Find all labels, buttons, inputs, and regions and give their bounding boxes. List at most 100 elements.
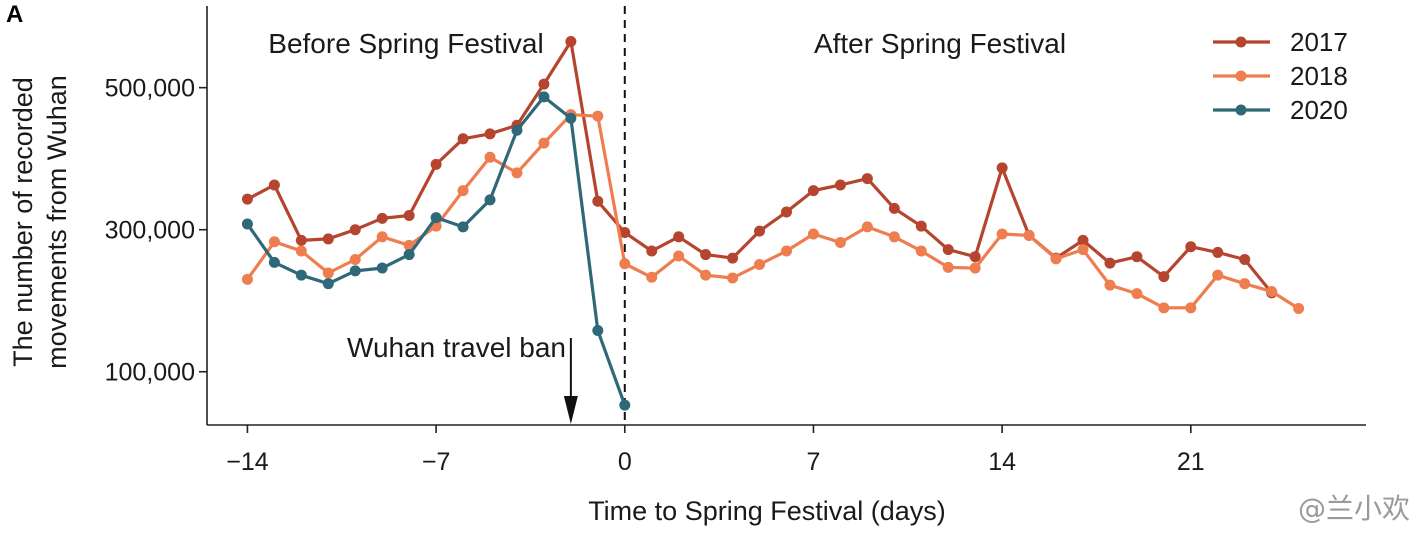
series-2020 xyxy=(241,91,631,411)
x-tick-label: 14 xyxy=(988,448,1016,476)
data-point-2020 xyxy=(322,278,334,290)
legend-label: 2017 xyxy=(1290,27,1348,57)
data-point-2018 xyxy=(807,228,819,240)
data-point-2018 xyxy=(1266,285,1278,297)
data-point-2020 xyxy=(538,91,550,103)
data-point-2020 xyxy=(592,325,604,337)
before-spring-festival-label: Before Spring Festival xyxy=(268,28,543,59)
data-point-2017 xyxy=(1104,257,1116,269)
data-point-2017 xyxy=(781,206,792,218)
data-point-2018 xyxy=(942,261,954,273)
data-point-2017 xyxy=(942,244,954,256)
data-point-2017 xyxy=(295,234,307,246)
data-point-2020 xyxy=(376,262,388,274)
series-2018 xyxy=(241,109,1305,315)
legend-swatch-marker xyxy=(1235,70,1247,82)
data-point-2017 xyxy=(322,233,334,245)
y-axis-title: The number of recorded movements from Wu… xyxy=(8,75,72,369)
data-point-2017 xyxy=(915,220,927,232)
data-point-2017 xyxy=(834,179,846,191)
data-point-2017 xyxy=(727,252,739,264)
data-point-2017 xyxy=(565,36,577,48)
watermark: @兰小欢 xyxy=(1298,492,1410,525)
data-point-2018 xyxy=(1185,302,1197,314)
travel-ban-label: Wuhan travel ban xyxy=(347,332,566,363)
data-point-2018 xyxy=(592,110,604,122)
data-point-2018 xyxy=(295,245,307,257)
data-point-2018 xyxy=(834,236,846,248)
legend-item-2017: 2017 xyxy=(1213,27,1348,57)
data-point-2018 xyxy=(403,239,415,251)
data-point-2017 xyxy=(484,128,496,140)
data-point-2018 xyxy=(1104,279,1116,291)
data-point-2018 xyxy=(619,258,631,270)
y-axis-title-line-1: The number of recorded xyxy=(8,77,38,367)
data-point-2020 xyxy=(268,256,280,268)
y-tick-label: 500,000 xyxy=(105,75,195,103)
data-point-2018 xyxy=(727,272,739,284)
data-point-2017 xyxy=(349,224,361,236)
data-point-2020 xyxy=(457,221,469,233)
data-point-2018 xyxy=(1077,244,1089,256)
legend: 2017 2018 2020 xyxy=(1213,27,1348,125)
data-point-2018 xyxy=(1131,288,1143,300)
x-tick-label: 0 xyxy=(618,448,632,476)
data-point-2018 xyxy=(1239,278,1251,290)
data-point-2018 xyxy=(673,250,685,262)
panel-label: A xyxy=(6,1,23,28)
after-spring-festival-label: After Spring Festival xyxy=(814,28,1066,59)
data-point-2018 xyxy=(457,185,469,197)
data-point-2018 xyxy=(861,221,873,233)
data-point-2017 xyxy=(268,179,280,191)
data-point-2018 xyxy=(1212,269,1224,281)
data-point-2018 xyxy=(241,273,253,285)
data-point-2017 xyxy=(1077,234,1089,246)
y-tick-label: 100,000 xyxy=(105,359,195,387)
data-point-2017 xyxy=(538,78,550,90)
data-point-2017 xyxy=(700,249,712,261)
data-point-2018 xyxy=(484,151,496,163)
x-tick-label: −14 xyxy=(226,448,269,476)
data-point-2017 xyxy=(1131,251,1143,263)
data-point-2017 xyxy=(754,225,766,237)
series-2017 xyxy=(241,36,1278,299)
legend-swatch-marker xyxy=(1235,104,1247,116)
data-point-2018 xyxy=(1293,303,1305,315)
data-point-2017 xyxy=(376,212,388,224)
data-point-2018 xyxy=(376,231,388,243)
x-tick-label: −7 xyxy=(422,448,451,476)
data-point-2018 xyxy=(268,236,280,248)
y-tick-label: 300,000 xyxy=(105,217,195,245)
data-point-2018 xyxy=(915,245,927,257)
data-point-2018 xyxy=(322,267,334,279)
legend-label: 2020 xyxy=(1290,95,1348,125)
travel-ban-arrowhead xyxy=(563,396,578,424)
data-point-2018 xyxy=(511,167,523,179)
data-point-2018 xyxy=(969,262,981,274)
data-point-2017 xyxy=(673,231,685,243)
data-point-2017 xyxy=(1185,241,1197,253)
data-point-2017 xyxy=(430,158,442,170)
data-point-2017 xyxy=(807,185,819,197)
data-point-2018 xyxy=(754,259,766,271)
x-tick-label: 21 xyxy=(1177,448,1205,476)
data-point-2017 xyxy=(1239,254,1251,266)
data-point-2020 xyxy=(241,218,253,230)
data-point-2018 xyxy=(646,271,658,283)
data-point-2020 xyxy=(349,265,361,277)
axes: 100,000 300,000 500,000 −14 −7 0 7 14 21 xyxy=(105,6,1366,476)
x-tick-label: 7 xyxy=(807,448,821,476)
data-point-2020 xyxy=(565,112,577,124)
data-point-2018 xyxy=(538,137,550,149)
data-point-2017 xyxy=(969,251,981,263)
data-point-2018 xyxy=(1023,229,1035,241)
legend-item-2020: 2020 xyxy=(1213,95,1348,125)
data-point-2017 xyxy=(619,227,631,239)
data-point-2018 xyxy=(781,245,792,257)
data-point-2017 xyxy=(1212,246,1224,258)
x-axis-title: Time to Spring Festival (days) xyxy=(588,496,946,526)
data-point-2018 xyxy=(349,254,361,266)
data-point-2018 xyxy=(1158,302,1170,314)
y-axis-title-line-2: movements from Wuhan xyxy=(42,75,72,369)
